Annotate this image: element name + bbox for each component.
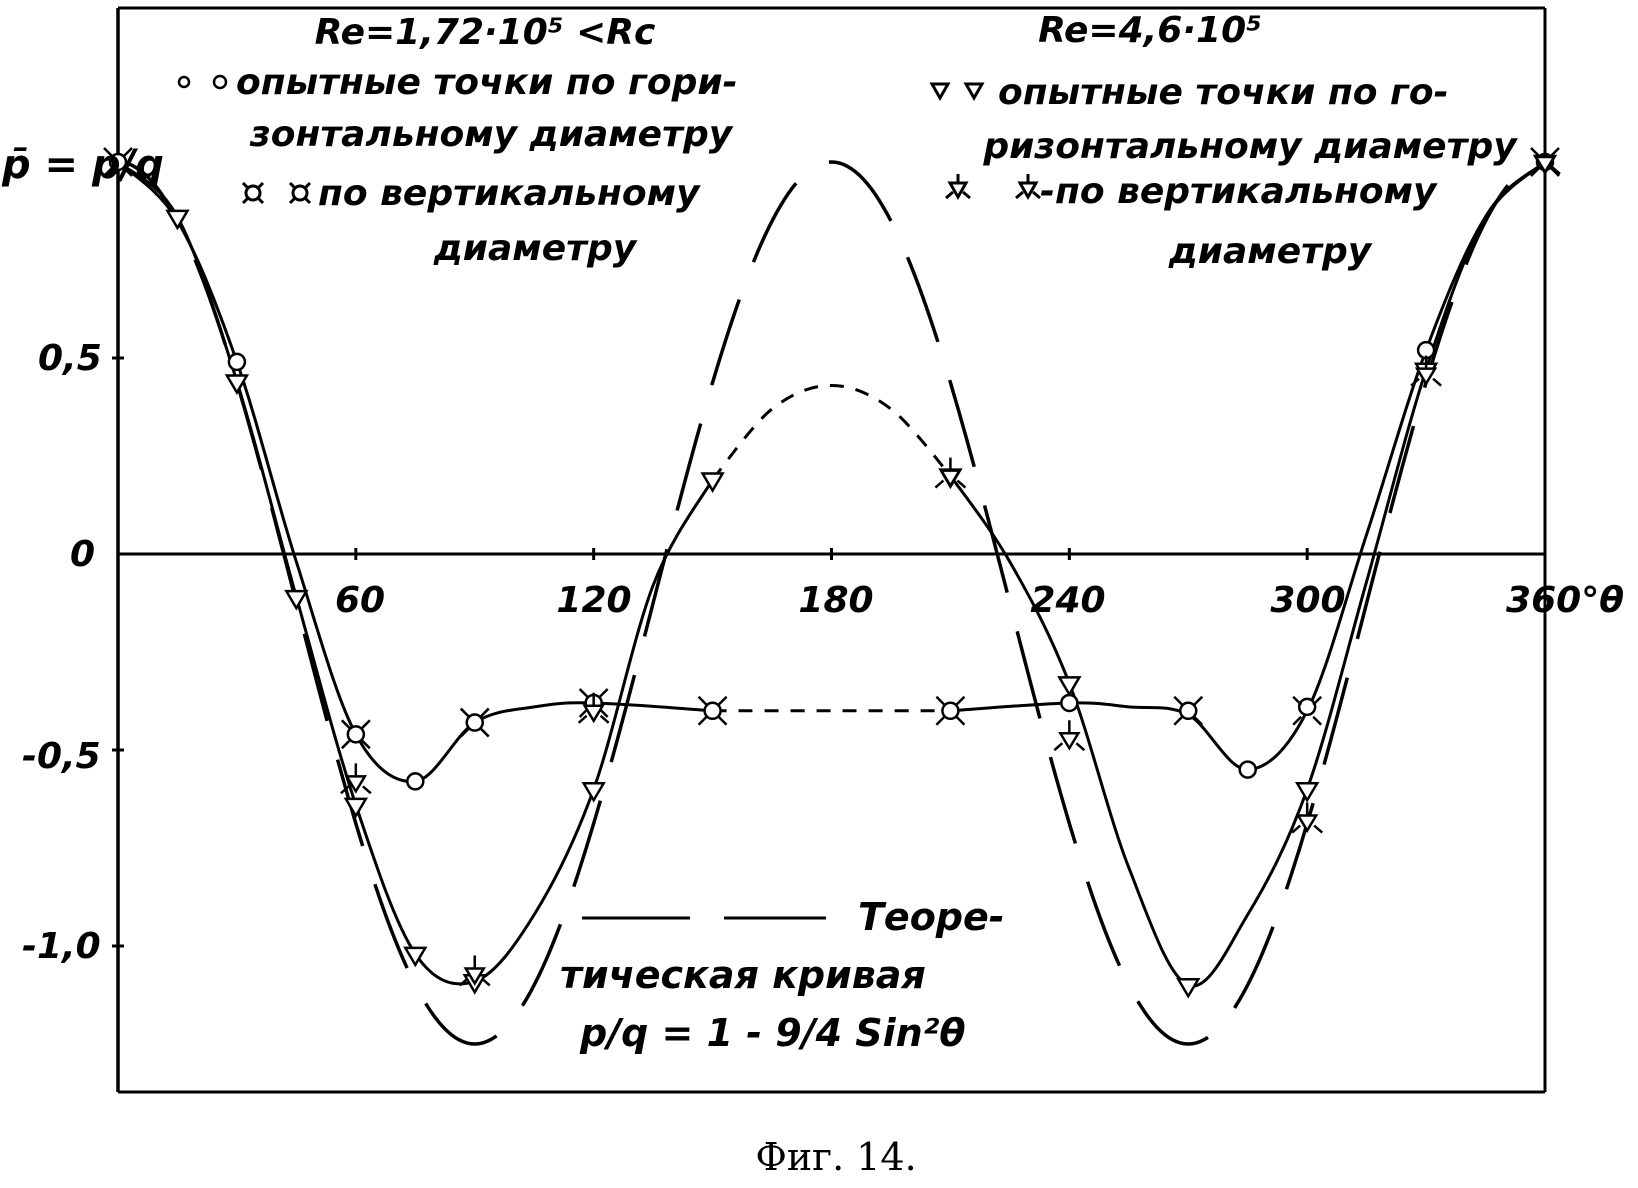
figure-caption: Фиг. 14. [755,1135,916,1179]
legend-left-line2: зонтальному диаметру [249,114,734,155]
legend-left-line4: диаметру [433,228,638,269]
circle-data-point [465,713,484,732]
y-axis-label-text: p̄ = p/q [1,142,164,188]
legend-triangle-marker [929,82,951,102]
star-data-point [1529,144,1561,175]
circle-data-point [1179,701,1198,721]
legend-right-line2: ризонтальному диаметру [982,126,1518,167]
crossed-circle-data-point [578,688,609,718]
circle-data-point [406,772,425,791]
x-tick-label: 180 [798,580,873,621]
crossed-circle-data-point [103,147,133,177]
crossed-circle-data-point [697,695,728,726]
circle-data-point [1238,760,1257,779]
legend-left: Re=1,72·10⁵ <Rc опытные точки по гори- з… [177,12,738,269]
markers-layer [103,144,1561,999]
legend-left-line1: опытные точки по гори- [236,62,738,103]
star-data-point [577,692,610,724]
experimental-curve-2 [711,383,952,481]
x-tick-label: 300 [1270,580,1345,621]
legend-right-title: Re=4,6·10⁵ [1038,10,1262,51]
legend-right-line4: диаметру [1168,231,1373,272]
legend-triangle-marker [963,82,985,102]
circle-data-point [1297,697,1317,717]
legend-star-marker [1015,174,1041,201]
y-tick-label: -1,0 [22,926,101,967]
circle-data-point [703,701,722,721]
triangle-data-point [224,374,250,395]
theory-legend: Теоре- тическая кривая p/q = 1 - 9/4 Sin… [560,895,1005,1055]
crossed-circle-data-point [340,719,371,750]
legend-right: Re=4,6·10⁵ опытные точки по го- ризонтал… [929,10,1518,272]
star-data-point [1291,802,1323,834]
star-data-point [934,457,967,489]
y-axis-label: p̄ = p/q [1,142,164,188]
legend-left-title: Re=1,72·10⁵ <Rc [315,12,656,53]
circle-data-point [227,352,247,372]
crossed-circle-data-point [935,695,966,726]
triangle-data-point [1057,676,1082,697]
triangle-data-point [403,946,428,968]
x-tick-label: 120 [556,580,631,621]
legend-circle-marker [212,74,228,90]
crossed-circle-data-point [1530,147,1560,177]
circle-data-point [941,701,960,721]
experimental-curve-2 [949,160,1547,988]
crossed-circle-data-point [1173,695,1204,726]
star-data-point [458,955,491,987]
experimental-curve-2 [116,160,714,986]
crossed-circle-data-point [459,707,490,738]
circle-data-point [1060,693,1079,713]
legend-crossed-circle-marker [288,181,312,205]
theory-legend-line2: тическая кривая [560,953,926,997]
legend-crossed-circle-marker [241,181,265,205]
circle-data-point [346,725,366,744]
triangle-data-point [700,472,725,493]
triangle-data-point [284,589,309,611]
triangle-data-point [581,781,606,803]
star-data-point [340,763,372,795]
x-tick-label: 360°θ [1506,580,1624,621]
star-data-point [1053,720,1086,752]
legend-right-line3: -по вертикальному [1040,171,1438,212]
y-tick-label: 0,5 [38,338,102,379]
theory-legend-line1: Теоре- [858,895,1005,939]
crossed-circle-data-point [1292,695,1323,726]
theory-formula: p/q = 1 - 9/4 Sin²θ [579,1011,965,1055]
y-tick-label: -0,5 [22,736,101,777]
triangle-data-point [343,797,369,819]
legend-star-marker [945,174,971,201]
triangle-data-point [1176,977,1201,999]
star-data-point [1410,355,1442,387]
legend-left-line3: по вертикальному [318,173,701,214]
y-tick-label: 0 [70,534,95,575]
x-tick-label: 240 [1030,580,1105,621]
circle-data-point [108,152,128,172]
x-tick-label: 60 [335,580,385,621]
triangle-data-point [165,209,190,231]
legend-circle-marker [177,75,191,89]
legend-right-line1: опытные точки по го- [998,72,1449,113]
triangle-data-point [1294,781,1320,803]
